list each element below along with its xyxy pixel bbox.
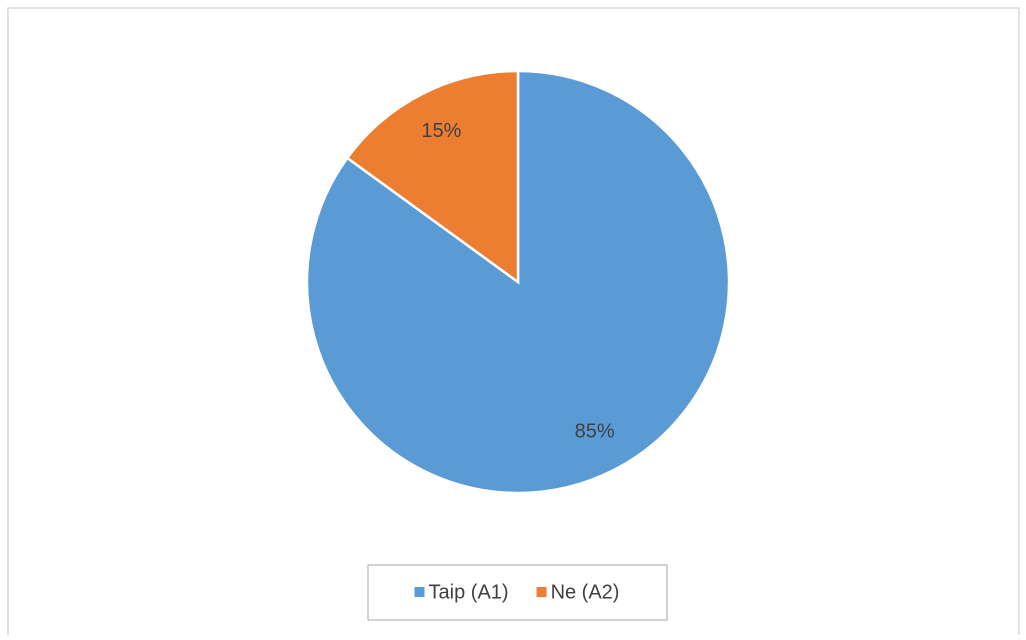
legend-box <box>367 564 668 621</box>
pie <box>305 69 731 495</box>
legend-label: Taip (A1) <box>429 581 509 603</box>
legend-swatch <box>414 587 425 597</box>
data-label: 15% <box>421 120 461 142</box>
legend: Taip (A1) Ne (A2) <box>414 581 620 603</box>
data-label: 85% <box>575 421 615 443</box>
pie-slice <box>345 69 520 285</box>
legend-swatch <box>536 587 547 597</box>
legend-label: Ne (A2) <box>551 581 620 603</box>
